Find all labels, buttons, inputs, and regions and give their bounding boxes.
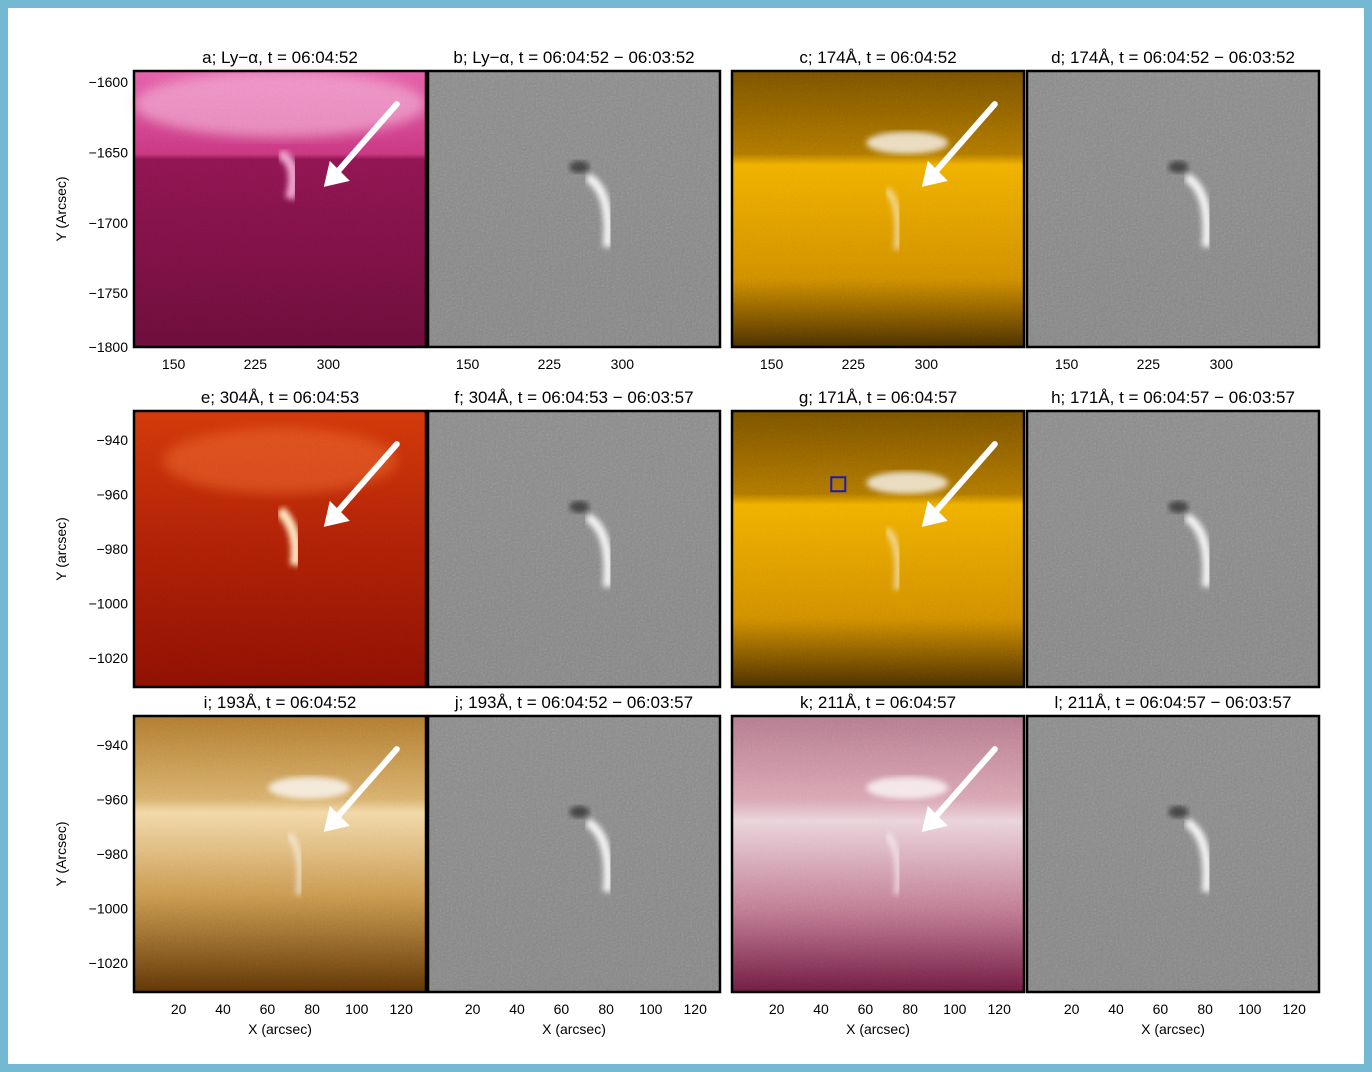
image-panel xyxy=(132,69,428,349)
arrow-marker xyxy=(330,746,400,824)
x-tick-label: 20 xyxy=(1064,1001,1080,1017)
x-tick-label: 225 xyxy=(1137,356,1161,372)
panel-title: e; 304Å, t = 06:04:53 xyxy=(201,388,359,407)
x-tick-label: 120 xyxy=(1283,1001,1307,1017)
x-tick-label: 300 xyxy=(611,356,635,372)
image-panel xyxy=(426,69,722,349)
panel-title: h; 171Å, t = 06:04:57 − 06:03:57 xyxy=(1051,388,1295,407)
arrow-marker xyxy=(928,101,998,179)
y-tick-label: −940 xyxy=(96,737,128,753)
y-axis-label: Y (Arcsec) xyxy=(53,176,69,241)
x-tick-label: 80 xyxy=(902,1001,918,1017)
x-tick-label: 100 xyxy=(639,1001,663,1017)
image-panel xyxy=(1025,69,1321,349)
x-tick-label: 60 xyxy=(260,1001,276,1017)
y-tick-label: −960 xyxy=(96,792,128,808)
x-tick-label: 120 xyxy=(390,1001,414,1017)
y-tick-label: −960 xyxy=(96,487,128,503)
panel-title: i; 193Å, t = 06:04:52 xyxy=(204,693,357,712)
panel-title: c; 174Å, t = 06:04:52 xyxy=(799,48,956,67)
arrow-marker xyxy=(928,441,998,519)
image-panel xyxy=(730,714,1026,994)
x-tick-label: 100 xyxy=(943,1001,967,1017)
x-tick-label: 300 xyxy=(915,356,939,372)
y-tick-label: −1650 xyxy=(89,144,129,160)
image-panel xyxy=(132,409,428,689)
x-tick-label: 20 xyxy=(769,1001,785,1017)
image-panel xyxy=(426,409,722,689)
x-tick-label: 225 xyxy=(538,356,562,372)
panel-title: l; 211Å, t = 06:04:57 − 06:03:57 xyxy=(1055,693,1292,712)
y-tick-label: −1000 xyxy=(89,596,129,612)
y-tick-label: −1750 xyxy=(89,285,129,301)
panel-title: b; Ly−α, t = 06:04:52 − 06:03:52 xyxy=(453,48,694,67)
y-tick-label: −1000 xyxy=(89,901,129,917)
x-axis-label: X (arcsec) xyxy=(248,1021,312,1037)
image-panel xyxy=(1025,409,1321,689)
x-tick-label: 150 xyxy=(1055,356,1079,372)
marker-box xyxy=(830,476,847,493)
y-axis-label: Y (arcsec) xyxy=(53,517,69,581)
panel-title: a; Ly−α, t = 06:04:52 xyxy=(202,48,358,67)
x-tick-label: 225 xyxy=(842,356,866,372)
panel-title: k; 211Å, t = 06:04:57 xyxy=(800,693,956,712)
image-panel xyxy=(1025,714,1321,994)
image-panel xyxy=(730,409,1026,689)
arrow-marker xyxy=(330,441,400,519)
x-tick-label: 60 xyxy=(858,1001,874,1017)
image-panel xyxy=(426,714,722,994)
y-tick-label: −1700 xyxy=(89,215,129,231)
panel-title: f; 304Å, t = 06:04:53 − 06:03:57 xyxy=(454,388,693,407)
y-tick-label: −980 xyxy=(96,541,128,557)
arrow-marker xyxy=(330,101,400,179)
x-tick-label: 40 xyxy=(813,1001,829,1017)
panel-title: g; 171Å, t = 06:04:57 xyxy=(799,388,957,407)
x-tick-label: 80 xyxy=(598,1001,614,1017)
x-tick-label: 300 xyxy=(317,356,341,372)
x-tick-label: 225 xyxy=(244,356,268,372)
y-tick-label: −1020 xyxy=(89,650,129,666)
x-axis-label: X (arcsec) xyxy=(542,1021,606,1037)
x-axis-label: X (arcsec) xyxy=(846,1021,910,1037)
x-tick-label: 20 xyxy=(465,1001,481,1017)
x-tick-label: 300 xyxy=(1210,356,1234,372)
x-tick-label: 100 xyxy=(1238,1001,1262,1017)
x-tick-label: 60 xyxy=(554,1001,570,1017)
y-axis-label: Y (Arcsec) xyxy=(53,821,69,886)
y-tick-label: −940 xyxy=(96,432,128,448)
x-tick-label: 120 xyxy=(988,1001,1012,1017)
x-tick-label: 150 xyxy=(760,356,784,372)
x-tick-label: 80 xyxy=(304,1001,320,1017)
x-tick-label: 40 xyxy=(1108,1001,1124,1017)
panel-title: d; 174Å, t = 06:04:52 − 06:03:52 xyxy=(1051,48,1295,67)
y-tick-label: −980 xyxy=(96,846,128,862)
x-tick-label: 40 xyxy=(215,1001,231,1017)
x-tick-label: 20 xyxy=(171,1001,187,1017)
x-tick-label: 120 xyxy=(684,1001,708,1017)
y-tick-label: −1020 xyxy=(89,955,129,971)
x-tick-label: 40 xyxy=(509,1001,525,1017)
x-axis-label: X (arcsec) xyxy=(1141,1021,1205,1037)
y-tick-label: −1600 xyxy=(89,74,129,90)
y-tick-label: −1800 xyxy=(89,339,129,355)
x-tick-label: 150 xyxy=(162,356,186,372)
x-tick-label: 150 xyxy=(456,356,480,372)
image-panel xyxy=(730,69,1026,349)
arrow-marker xyxy=(928,746,998,824)
x-tick-label: 100 xyxy=(345,1001,369,1017)
image-panel xyxy=(132,714,428,994)
x-tick-label: 80 xyxy=(1197,1001,1213,1017)
x-tick-label: 60 xyxy=(1153,1001,1169,1017)
panel-title: j; 193Å, t = 06:04:52 − 06:03:57 xyxy=(454,693,693,712)
